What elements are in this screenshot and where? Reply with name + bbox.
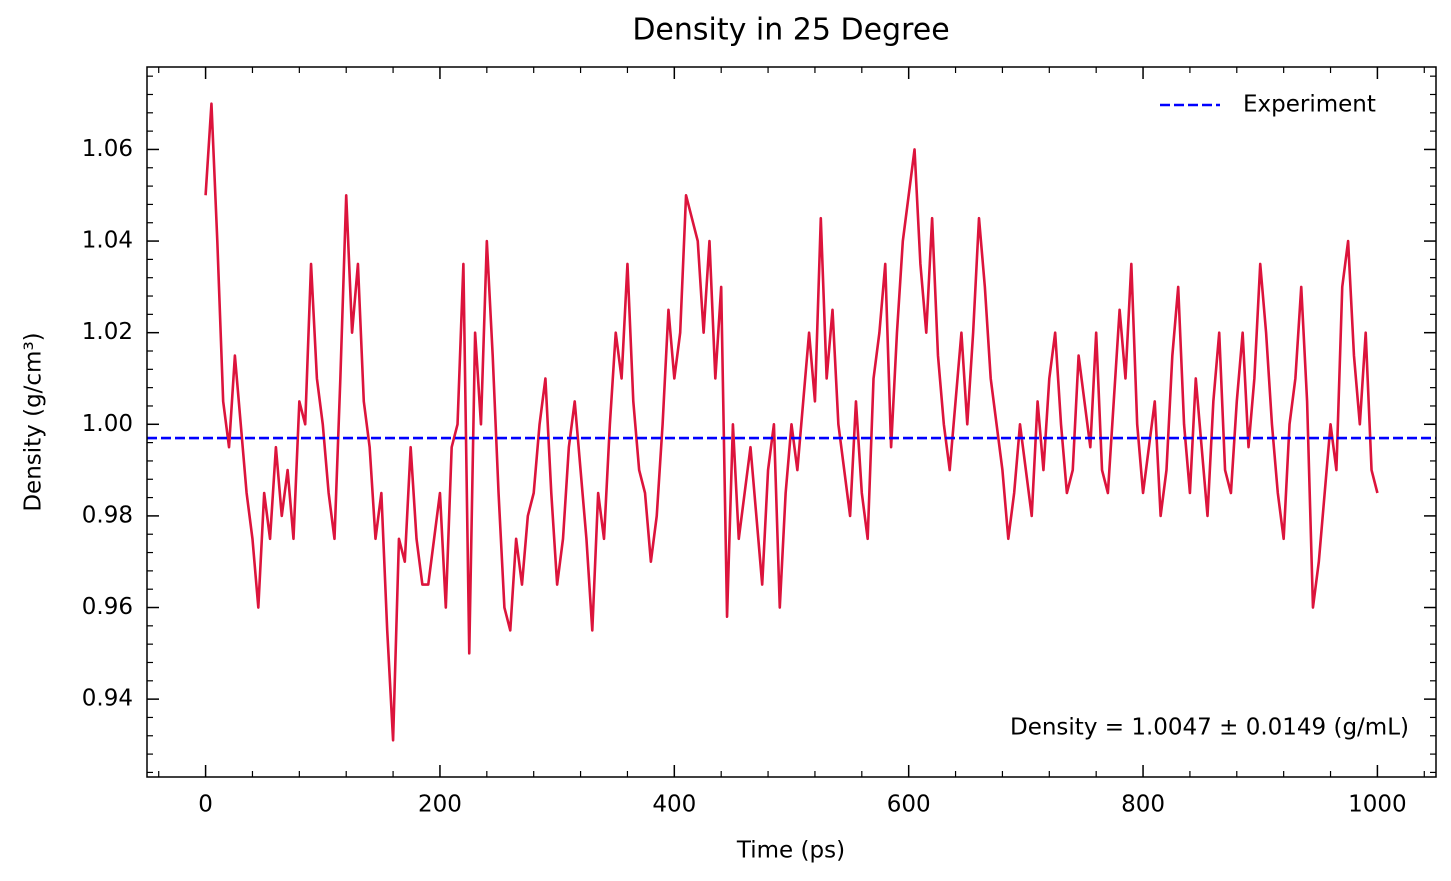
y-tick-label: 1.06 (82, 136, 133, 162)
y-tick-label: 1.04 (82, 228, 133, 254)
y-tick-label: 0.98 (82, 502, 133, 528)
annotation: Density = 1.0047 ± 0.0149 (g/mL) (1010, 715, 1409, 741)
x-tick-label: 1000 (1348, 792, 1407, 818)
y-tick-label: 1.00 (82, 411, 133, 437)
y-axis-label: Density (g/cm³) (21, 332, 47, 511)
chart-title: Density in 25 Degree (632, 13, 949, 48)
legend-label: Experiment (1243, 92, 1376, 118)
x-tick-label: 800 (1121, 792, 1165, 818)
x-tick-label: 400 (652, 792, 696, 818)
plot-frame (146, 66, 1437, 778)
x-tick-label: 600 (887, 792, 931, 818)
y-tick-label: 1.02 (82, 319, 133, 345)
x-tick-label: 0 (198, 792, 213, 818)
x-tick-label: 200 (418, 792, 462, 818)
data-line (204, 102, 1379, 742)
x-axis-label: Time (ps) (736, 838, 845, 864)
y-tick-label: 0.96 (82, 594, 133, 620)
y-tick-label: 0.94 (82, 686, 133, 712)
